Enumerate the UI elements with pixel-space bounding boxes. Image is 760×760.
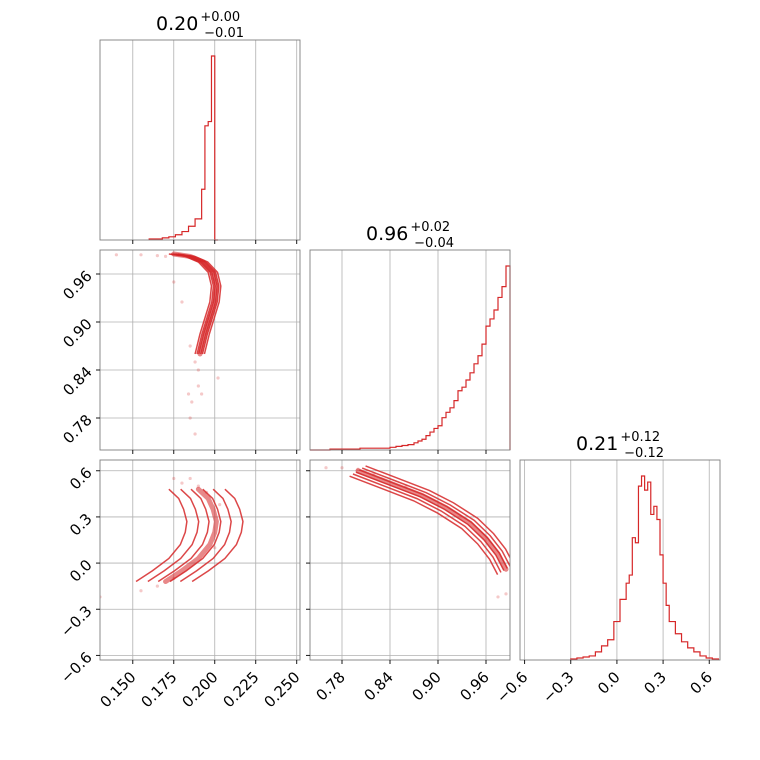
x-tick-label: 0.150	[97, 668, 140, 711]
contour-line	[157, 488, 210, 583]
panel-frame	[309, 459, 511, 661]
y-tick-label: 0.84	[59, 363, 95, 399]
sample-point	[213, 546, 217, 550]
title-1-value: 0.96	[366, 223, 408, 245]
title-0-plus: +0.00	[200, 10, 240, 25]
title-2-minus: −0.12	[624, 446, 664, 461]
contour-line	[147, 488, 200, 583]
panel-frame	[99, 39, 301, 241]
sample-point	[188, 344, 192, 348]
sample-point	[200, 392, 204, 396]
sample-point	[139, 589, 143, 593]
y-tick-label: 0.6	[66, 464, 96, 494]
contour-line	[191, 488, 244, 583]
grid-lines	[341, 250, 487, 450]
pair-content	[114, 251, 222, 436]
density-core	[355, 468, 509, 572]
pair-panel-2-0: −0.6 −0.3 0.0 0.3 0.6 0.1500.1750.2000.2250.2…	[57, 459, 304, 711]
contour-line	[179, 488, 232, 583]
sample-point	[196, 384, 200, 388]
y-tick-label: −0.6	[57, 648, 95, 686]
diag-panel-2: −0.6 −0.3 0.0 0.3 0.6	[493, 459, 721, 707]
sample-point	[496, 595, 500, 599]
histogram-steps	[310, 265, 511, 451]
title-param-2: 0.21 +0.12 −0.12	[576, 430, 664, 461]
y-tick-label: 0.90	[59, 315, 95, 351]
title-0-value: 0.20	[156, 13, 198, 35]
pair-content	[100, 476, 244, 599]
grid-lines	[310, 460, 510, 660]
contour-line	[361, 467, 510, 567]
x-tick-label: 0.175	[137, 668, 180, 711]
density-core	[163, 486, 219, 585]
contour-line	[135, 488, 188, 583]
x-tick-label: 0.84	[360, 668, 396, 704]
sample-point	[216, 376, 220, 380]
grid-lines	[100, 460, 300, 660]
x-tick-label: 0.78	[312, 668, 348, 704]
x-tick-label: 0.3	[640, 668, 670, 698]
sample-point	[180, 300, 184, 304]
x-tick-label: 0.90	[408, 668, 444, 704]
histogram-steps	[570, 475, 720, 660]
sample-point	[114, 253, 118, 257]
sample-point	[324, 466, 328, 470]
x-tick-label: 0.0	[594, 668, 624, 698]
title-2-value: 0.21	[576, 433, 618, 455]
sample-point	[188, 416, 192, 420]
panel-frame	[99, 249, 301, 451]
x-tick-label: 0.6	[686, 668, 716, 698]
contour-line	[169, 488, 222, 583]
x-tick-label: 0.225	[219, 668, 262, 711]
sample-point	[188, 476, 192, 481]
x-tick-label: −0.6	[493, 668, 531, 706]
x-tick-label: 0.250	[260, 668, 303, 711]
sample-point	[193, 360, 197, 364]
panel-frame	[99, 459, 301, 661]
title-param-0: 0.20 +0.00 −0.01	[156, 10, 244, 41]
sample-point	[180, 481, 184, 485]
panel-frame	[309, 249, 511, 451]
panel-frame	[519, 459, 721, 661]
sample-point	[186, 392, 191, 396]
sample-point	[172, 280, 176, 284]
sample-point	[139, 253, 143, 257]
title-1-minus: −0.04	[414, 236, 454, 251]
y-tick-label: 0.3	[66, 510, 96, 540]
panels-layer: −0.6 −0.3 0.0 0.3 0.60.780.840.900.96−0.6−0.…	[57, 39, 721, 711]
sample-point	[190, 400, 194, 404]
y-tick-label: 0.96	[59, 267, 95, 303]
title-1-plus: +0.02	[410, 220, 450, 235]
title-0-minus: −0.01	[204, 26, 244, 41]
title-2-plus: +0.12	[620, 430, 660, 445]
contour-line	[365, 465, 510, 560]
x-tick-label: −0.3	[539, 668, 577, 706]
density-core	[171, 251, 219, 357]
contour-line	[352, 473, 502, 573]
sample-point	[504, 592, 508, 596]
grid-lines	[524, 460, 710, 660]
sample-point	[193, 432, 197, 436]
pair-panel-2-1: 0.78 0.84 0.90 0.96	[306, 459, 511, 704]
pair-content	[324, 465, 510, 599]
y-tick-label: −0.3	[57, 602, 95, 640]
diag-panel-1	[309, 249, 511, 454]
x-tick-label: 0.96	[456, 668, 492, 704]
diag-panel-0	[99, 39, 301, 244]
y-tick-label: 0.0	[66, 556, 96, 586]
pair-panel-1-0: 0.78 0.84 0.90 0.96	[59, 249, 301, 454]
histogram-steps	[148, 55, 219, 241]
sample-point	[172, 476, 176, 481]
title-param-1: 0.96 +0.02 −0.04	[366, 220, 454, 251]
sample-point	[218, 503, 222, 507]
contour-line	[349, 475, 499, 575]
sample-point	[155, 254, 159, 258]
sample-point	[196, 368, 200, 372]
sample-point	[163, 254, 168, 258]
y-tick-label: 0.78	[59, 411, 95, 447]
sample-point	[155, 584, 159, 588]
x-tick-label: 0.200	[178, 668, 221, 711]
sample-point	[340, 466, 344, 470]
